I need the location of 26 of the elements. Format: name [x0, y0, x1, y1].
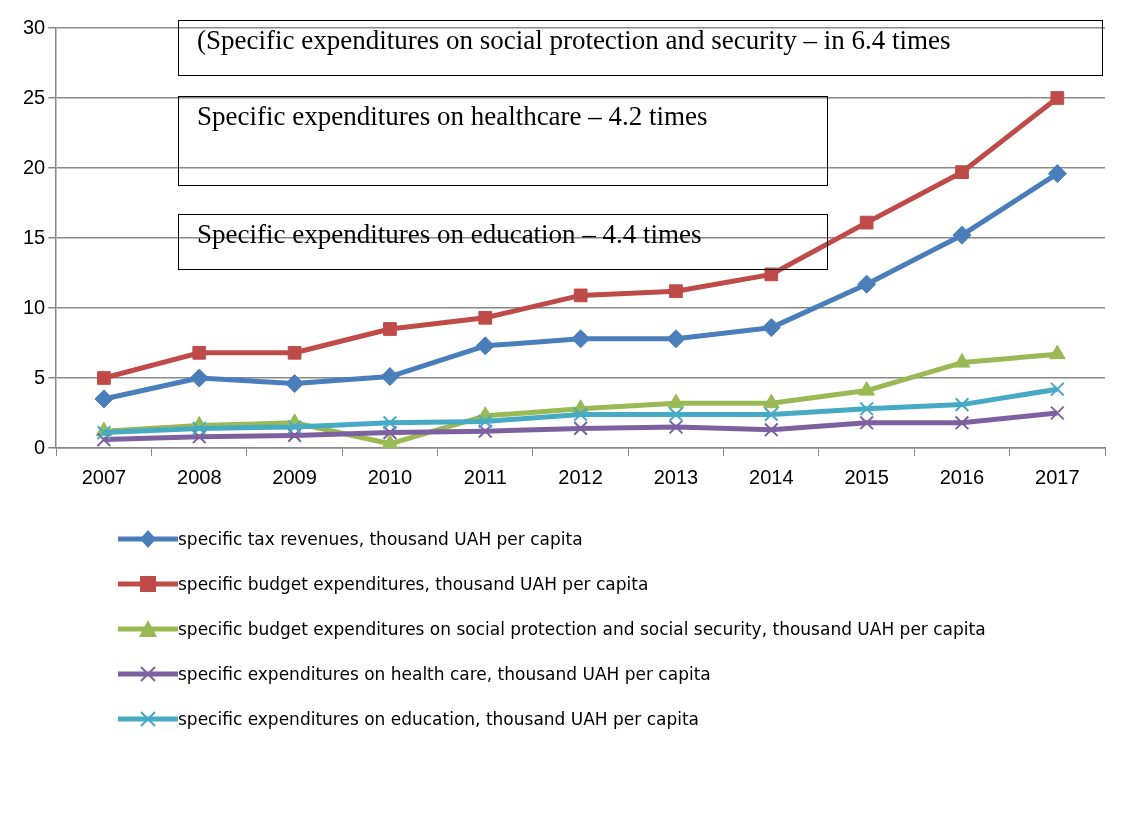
legend-label: specific budget expenditures, thousand UAH per capita [178, 573, 649, 596]
annotation: Specific expenditures on education – 4.4 times [178, 214, 828, 270]
annotation: (Specific expenditures on social protection and security – in 6.4 times [178, 20, 1103, 76]
y-tick-label: 20 [23, 155, 46, 178]
x-tick-label: 2009 [272, 465, 317, 488]
legend-label: specific tax revenues, thousand UAH per capita [178, 528, 583, 551]
y-tick-label: 10 [23, 295, 46, 318]
x-tick-label: 2012 [558, 465, 603, 488]
x-tick-label: 2013 [653, 465, 699, 488]
legend-label: specific expenditures on education, thousand UAH per capita [178, 708, 700, 731]
x-tick-label: 2017 [1035, 465, 1080, 488]
y-tick-label: 5 [34, 365, 46, 388]
x-tick-label: 2010 [367, 465, 413, 488]
x-tick-label: 2016 [939, 465, 985, 488]
y-tick-label: 15 [23, 225, 46, 248]
x-tick-label: 2011 [463, 465, 507, 488]
y-tick-label: 25 [23, 85, 46, 108]
x-tick-label: 2015 [844, 465, 889, 488]
x-tick-label: 2008 [177, 465, 222, 488]
x-tick-label: 2014 [749, 465, 794, 488]
y-tick-label: 0 [34, 435, 46, 458]
y-tick-label: 30 [23, 15, 46, 38]
x-tick-label: 2007 [81, 465, 127, 488]
legend-label: specific expenditures on health care, thousand UAH per capita [178, 663, 711, 686]
annotation: Specific expenditures on healthcare – 4.2 times [178, 96, 828, 186]
legend-label: specific budget expenditures on social protection and social security, thousand UAH per capita [178, 618, 986, 641]
